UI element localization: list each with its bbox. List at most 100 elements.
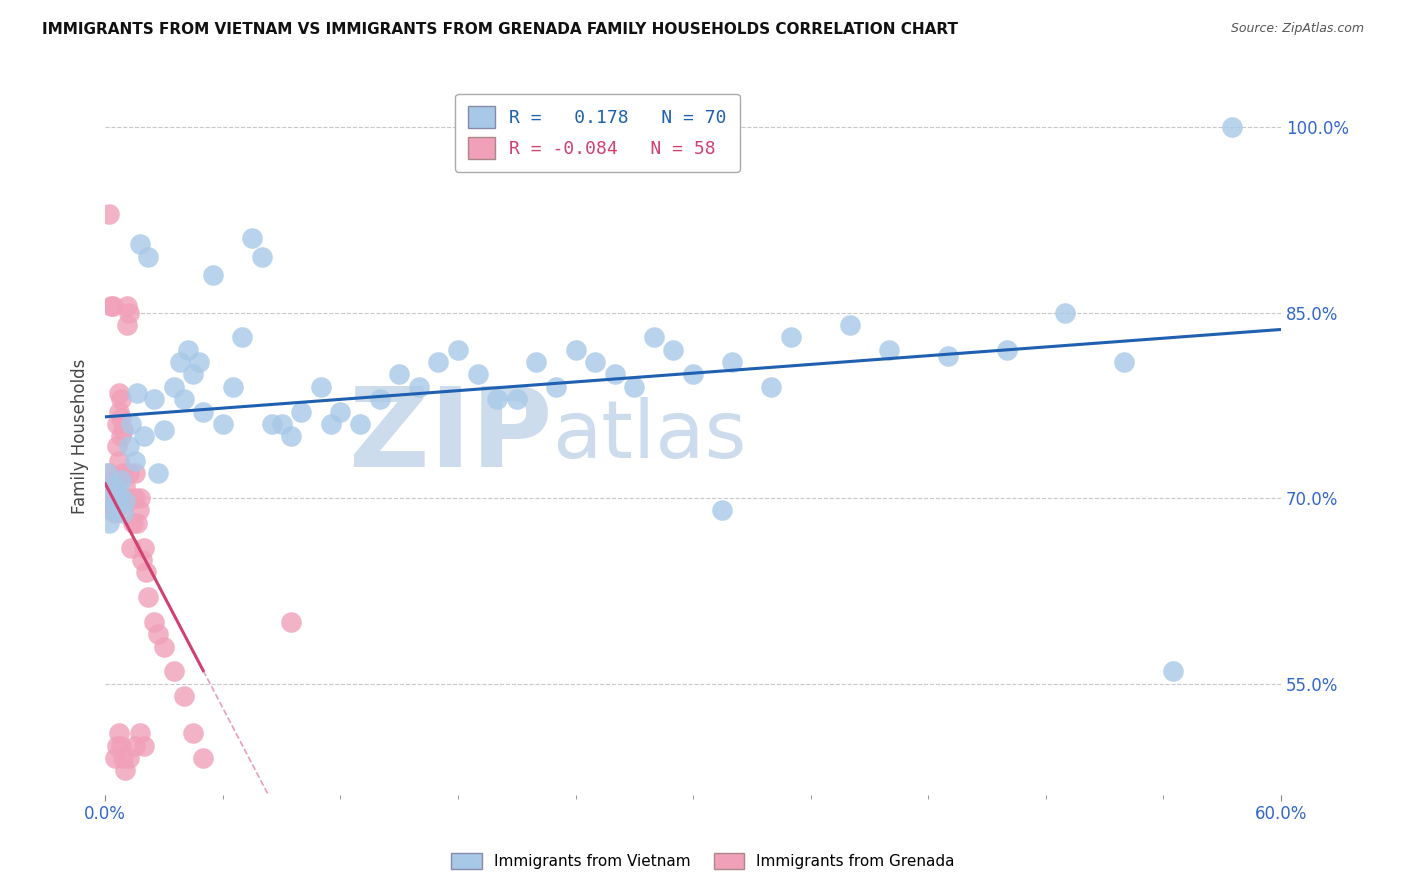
Point (115, 299, 138, 313)
Point (101, 503, 124, 517)
Point (280, 429, 302, 443)
Point (114, 497, 136, 511)
Point (163, 380, 186, 394)
Point (486, 392, 509, 406)
Point (101, 299, 124, 313)
Point (188, 355, 211, 369)
Point (838, 318, 860, 332)
Point (124, 467, 146, 481)
Point (447, 343, 470, 357)
Point (183, 368, 205, 382)
Point (143, 615, 166, 629)
Point (98, 206, 121, 220)
Point (110, 739, 132, 753)
Point (176, 343, 198, 357)
Point (118, 305, 141, 319)
Point (129, 237, 152, 252)
Point (104, 751, 127, 765)
Point (108, 404, 131, 418)
Point (128, 503, 150, 517)
Point (110, 410, 132, 425)
Point (309, 380, 332, 394)
Point (110, 392, 132, 406)
Point (114, 493, 136, 508)
Point (427, 355, 450, 369)
Point (682, 368, 704, 382)
Point (408, 380, 430, 394)
Point (721, 355, 744, 369)
Point (319, 417, 342, 431)
Point (544, 380, 567, 394)
Point (124, 491, 146, 505)
Point (108, 726, 131, 740)
Point (129, 726, 152, 740)
Point (118, 467, 141, 481)
Point (101, 497, 124, 511)
Point (108, 386, 131, 401)
Point (146, 467, 169, 481)
Point (349, 417, 371, 431)
Point (105, 439, 128, 453)
Point (124, 739, 146, 753)
Point (124, 454, 146, 468)
Text: IMMIGRANTS FROM VIETNAM VS IMMIGRANTS FROM GRENADA FAMILY HOUSEHOLDS CORRELATION: IMMIGRANTS FROM VIETNAM VS IMMIGRANTS FR… (42, 22, 957, 37)
Point (623, 380, 645, 394)
Point (467, 368, 489, 382)
Point (100, 491, 122, 505)
Point (111, 467, 134, 481)
Point (1220, 120, 1243, 134)
Y-axis label: Family Households: Family Households (72, 359, 89, 514)
Point (183, 726, 205, 740)
Point (101, 479, 124, 493)
Point (368, 392, 391, 406)
Point (131, 553, 153, 567)
Point (643, 330, 665, 344)
Point (100, 299, 122, 313)
Point (290, 404, 312, 418)
Point (564, 343, 586, 357)
Point (105, 739, 128, 753)
Point (100, 491, 122, 505)
Point (995, 343, 1018, 357)
Point (211, 417, 233, 431)
Point (125, 386, 148, 401)
Point (780, 330, 803, 344)
Point (173, 392, 195, 406)
Point (134, 429, 156, 443)
Point (193, 751, 215, 765)
Point (120, 417, 142, 431)
Point (280, 615, 302, 629)
Point (105, 497, 128, 511)
Point (98, 467, 121, 481)
Point (104, 484, 127, 499)
Point (125, 516, 148, 530)
Point (111, 751, 134, 765)
Point (260, 417, 283, 431)
Legend: R =   0.178   N = 70, R = -0.084   N = 58: R = 0.178 N = 70, R = -0.084 N = 58 (456, 94, 740, 172)
Text: atlas: atlas (553, 397, 747, 475)
Point (136, 590, 159, 604)
Point (111, 423, 134, 437)
Point (524, 355, 547, 369)
Text: ZIP: ZIP (349, 383, 553, 490)
Point (108, 484, 131, 499)
Point (169, 355, 191, 369)
Point (711, 503, 734, 517)
Point (153, 423, 176, 437)
Point (136, 250, 159, 264)
Point (114, 764, 136, 778)
Point (121, 516, 143, 530)
Point (129, 491, 152, 505)
Point (270, 417, 292, 431)
Point (110, 429, 132, 443)
Point (146, 627, 169, 641)
Point (583, 355, 606, 369)
Point (100, 503, 122, 517)
Point (153, 640, 176, 654)
Point (388, 368, 411, 382)
Point (98, 516, 121, 530)
Point (115, 318, 138, 332)
Point (110, 473, 132, 487)
Point (105, 417, 128, 431)
Point (231, 330, 253, 344)
